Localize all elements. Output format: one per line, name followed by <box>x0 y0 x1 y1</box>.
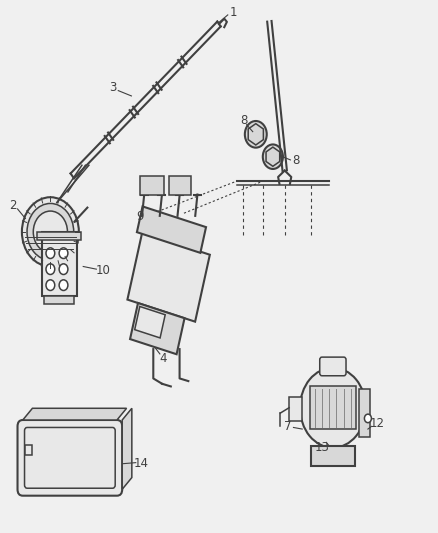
Text: 2: 2 <box>9 199 17 212</box>
FancyBboxPatch shape <box>140 176 164 195</box>
Circle shape <box>33 211 67 253</box>
Polygon shape <box>137 206 206 253</box>
Text: 10: 10 <box>95 264 110 277</box>
FancyBboxPatch shape <box>37 232 81 240</box>
Circle shape <box>46 264 55 274</box>
Circle shape <box>250 127 261 141</box>
Polygon shape <box>122 408 132 489</box>
FancyBboxPatch shape <box>311 446 355 466</box>
Circle shape <box>59 280 68 290</box>
FancyBboxPatch shape <box>44 296 74 304</box>
FancyBboxPatch shape <box>320 357 346 376</box>
Circle shape <box>268 150 278 163</box>
Circle shape <box>59 264 68 274</box>
FancyBboxPatch shape <box>289 397 302 421</box>
Circle shape <box>27 204 74 260</box>
Polygon shape <box>266 147 280 166</box>
Polygon shape <box>127 233 210 321</box>
Text: 8: 8 <box>240 115 247 127</box>
Text: 4: 4 <box>159 352 167 365</box>
Text: 7: 7 <box>284 420 292 433</box>
Circle shape <box>59 248 68 259</box>
FancyBboxPatch shape <box>359 389 370 437</box>
Circle shape <box>300 368 366 448</box>
Circle shape <box>46 248 55 259</box>
Text: 3: 3 <box>110 81 117 94</box>
Circle shape <box>364 414 371 423</box>
Circle shape <box>263 144 283 169</box>
Text: 14: 14 <box>134 457 148 470</box>
Circle shape <box>245 121 267 148</box>
Text: 13: 13 <box>314 441 329 454</box>
Circle shape <box>46 280 55 290</box>
FancyBboxPatch shape <box>42 232 77 296</box>
Circle shape <box>22 197 79 266</box>
FancyBboxPatch shape <box>18 420 122 496</box>
Text: 9: 9 <box>136 210 144 223</box>
Polygon shape <box>135 306 165 338</box>
FancyBboxPatch shape <box>169 176 191 195</box>
FancyBboxPatch shape <box>310 386 356 429</box>
Text: 8: 8 <box>292 155 299 167</box>
Polygon shape <box>130 303 184 354</box>
Text: 1: 1 <box>229 6 237 19</box>
FancyBboxPatch shape <box>25 445 32 455</box>
Polygon shape <box>248 124 263 145</box>
Text: 12: 12 <box>369 417 384 430</box>
Polygon shape <box>23 408 127 420</box>
